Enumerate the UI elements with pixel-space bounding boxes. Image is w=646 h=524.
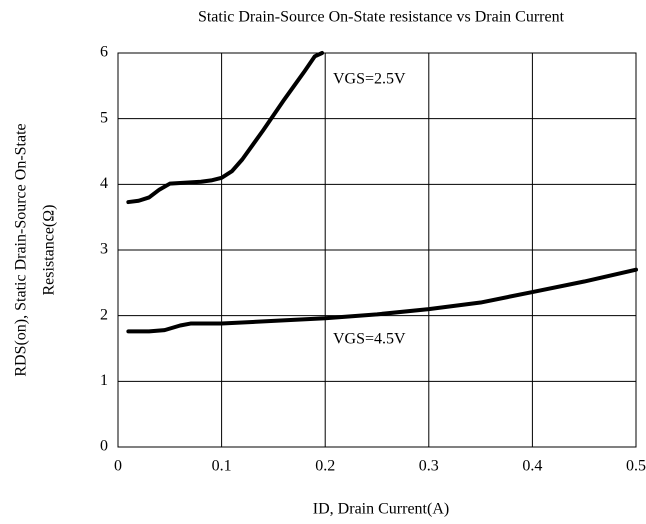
y-tick-label: 2 xyxy=(100,306,108,323)
data-line xyxy=(126,267,638,334)
y-tick-label: 4 xyxy=(100,175,108,192)
y-tick-label: 3 xyxy=(100,241,108,258)
y-tick-label: 6 xyxy=(100,44,108,61)
data-line xyxy=(126,51,325,205)
x-tick-label: 0 xyxy=(114,458,122,475)
y-axis-label: Resistance(Ω) xyxy=(41,205,58,296)
x-tick-label: 0.5 xyxy=(626,458,646,475)
annotation: VGS=2.5V xyxy=(333,71,406,88)
annotation: VGS=4.5V xyxy=(333,331,406,348)
x-tick-label: 0.4 xyxy=(522,458,542,475)
y-tick-label: 1 xyxy=(100,372,108,389)
x-tick-label: 0.2 xyxy=(315,458,335,475)
x-tick-label: 0.3 xyxy=(419,458,439,475)
chart-title: Static Drain-Source On-State resistance … xyxy=(198,9,565,26)
x-axis-label: ID, Drain Current(A) xyxy=(313,501,449,518)
y-tick-label: 0 xyxy=(100,438,108,455)
x-tick-label: 0.1 xyxy=(212,458,232,475)
y-axis-label: RDS(on), Static Drain-Source On-State xyxy=(13,123,30,376)
y-tick-label: 5 xyxy=(100,109,108,126)
